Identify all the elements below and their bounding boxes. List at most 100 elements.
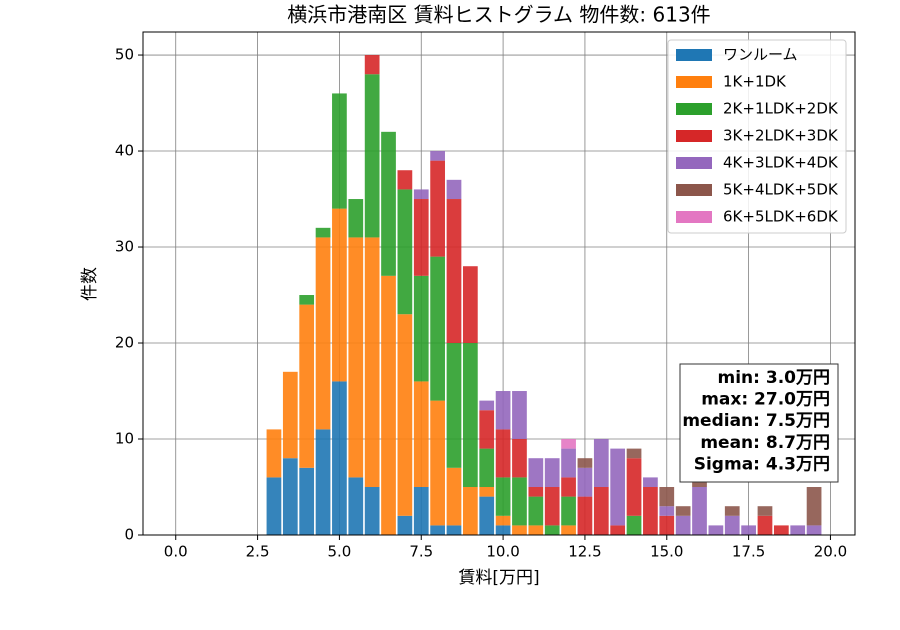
bar-segment bbox=[741, 525, 756, 535]
bar-segment bbox=[593, 487, 609, 535]
bar-segment bbox=[512, 525, 527, 535]
bar-segment bbox=[397, 189, 413, 315]
chart-title: 横浜市港南区 賃料ヒストグラム 物件数: 613件 bbox=[287, 3, 710, 27]
bar-segment bbox=[430, 400, 445, 526]
bar-segment bbox=[413, 199, 429, 276]
bar-segment bbox=[479, 487, 495, 497]
bar-segment bbox=[299, 295, 315, 305]
bar-segment bbox=[724, 506, 740, 516]
stats-line: min: 3.0万円 bbox=[718, 368, 830, 388]
plot-frame bbox=[142, 31, 856, 536]
bar-segment bbox=[479, 496, 495, 535]
bar-segment bbox=[659, 487, 675, 507]
bar-segment bbox=[364, 74, 380, 238]
y-tick-label: 20 bbox=[115, 334, 134, 352]
bar-segment bbox=[528, 525, 544, 535]
legend-swatch bbox=[676, 49, 712, 61]
legend-swatch bbox=[676, 184, 712, 196]
bar-segment bbox=[381, 275, 396, 535]
y-axis-label: 件数 bbox=[80, 267, 100, 301]
bar-segment bbox=[479, 448, 495, 488]
bar-segment bbox=[282, 371, 298, 459]
bar-segment bbox=[528, 487, 544, 497]
y-tick-label: 50 bbox=[115, 46, 134, 64]
bar-segment bbox=[544, 487, 560, 526]
bar-segment bbox=[479, 400, 495, 411]
bar-segment bbox=[643, 487, 658, 535]
x-tick-label: 20.0 bbox=[814, 543, 847, 561]
bar-segment bbox=[348, 237, 364, 478]
bar-segment bbox=[462, 343, 478, 488]
legend-label: 6K+5LDK+6DK bbox=[723, 208, 839, 226]
bar-segment bbox=[266, 477, 282, 535]
bar-segment bbox=[561, 477, 576, 497]
bar-segment bbox=[495, 391, 511, 430]
bar-segment bbox=[528, 496, 544, 526]
bar-segment bbox=[266, 429, 282, 478]
bar-segment bbox=[577, 496, 593, 535]
bar-segment bbox=[626, 515, 642, 535]
bar-segment bbox=[446, 199, 462, 344]
legend-label: 4K+3LDK+4DK bbox=[723, 154, 839, 172]
bar-segment bbox=[708, 525, 724, 535]
bar-segment bbox=[332, 93, 347, 209]
bar-segment bbox=[544, 458, 560, 488]
bar-segment bbox=[413, 487, 429, 535]
bar-segment bbox=[724, 515, 740, 535]
bar-segment bbox=[364, 55, 380, 75]
bar-segment bbox=[610, 525, 626, 535]
bar-segment bbox=[495, 477, 511, 516]
y-tick-label: 30 bbox=[115, 238, 134, 256]
legend-swatch bbox=[676, 103, 712, 115]
bar-segment bbox=[577, 458, 593, 468]
y-tick-label: 0 bbox=[124, 526, 134, 544]
bar-segment bbox=[528, 458, 544, 488]
bar-segment bbox=[495, 525, 511, 535]
bar-segment bbox=[479, 410, 495, 449]
bar-segment bbox=[675, 515, 691, 535]
bar-segment bbox=[757, 515, 773, 535]
bar-segment bbox=[282, 458, 298, 535]
bar-segment bbox=[544, 525, 560, 535]
bar-segment bbox=[446, 343, 462, 468]
bar-segment bbox=[692, 487, 707, 535]
bar-segment bbox=[413, 189, 429, 200]
bar-segment bbox=[315, 227, 331, 238]
bar-segment bbox=[446, 179, 462, 200]
bar-segment bbox=[495, 515, 511, 526]
bar-segment bbox=[659, 506, 675, 516]
x-tick-label: 12.5 bbox=[568, 543, 601, 561]
bar-segment bbox=[332, 381, 347, 535]
bar-segment bbox=[348, 477, 364, 535]
bar-segment bbox=[757, 506, 773, 516]
bar-segment bbox=[315, 429, 331, 535]
bar-segment bbox=[512, 391, 527, 440]
bar-segment bbox=[446, 467, 462, 526]
stats-box bbox=[679, 363, 839, 483]
x-tick-label: 2.5 bbox=[246, 543, 270, 561]
legend-label: 5K+4LDK+5DK bbox=[723, 181, 839, 199]
bar-segment bbox=[806, 525, 822, 535]
stats-line: median: 7.5万円 bbox=[682, 411, 830, 431]
bar-segment bbox=[773, 525, 789, 535]
bar-segment bbox=[577, 467, 593, 497]
bar-segment bbox=[790, 525, 806, 535]
legend-swatch bbox=[676, 157, 712, 169]
bar-segment bbox=[397, 170, 413, 190]
legend-label: ワンルーム bbox=[723, 46, 798, 64]
stats-line: mean: 8.7万円 bbox=[700, 433, 830, 453]
bar-segment bbox=[593, 439, 609, 488]
bar-segment bbox=[413, 275, 429, 382]
bar-segment bbox=[315, 237, 331, 430]
x-tick-label: 0.0 bbox=[164, 543, 188, 561]
bar-segment bbox=[381, 131, 396, 276]
bar-segment bbox=[430, 256, 445, 401]
bar-segment bbox=[364, 237, 380, 488]
bar-segment bbox=[561, 525, 576, 535]
bar-segment bbox=[397, 515, 413, 535]
bar-segment bbox=[430, 525, 445, 535]
x-tick-label: 5.0 bbox=[327, 543, 351, 561]
legend-swatch bbox=[676, 211, 712, 223]
bar-segment bbox=[561, 448, 576, 478]
x-tick-label: 10.0 bbox=[486, 543, 519, 561]
